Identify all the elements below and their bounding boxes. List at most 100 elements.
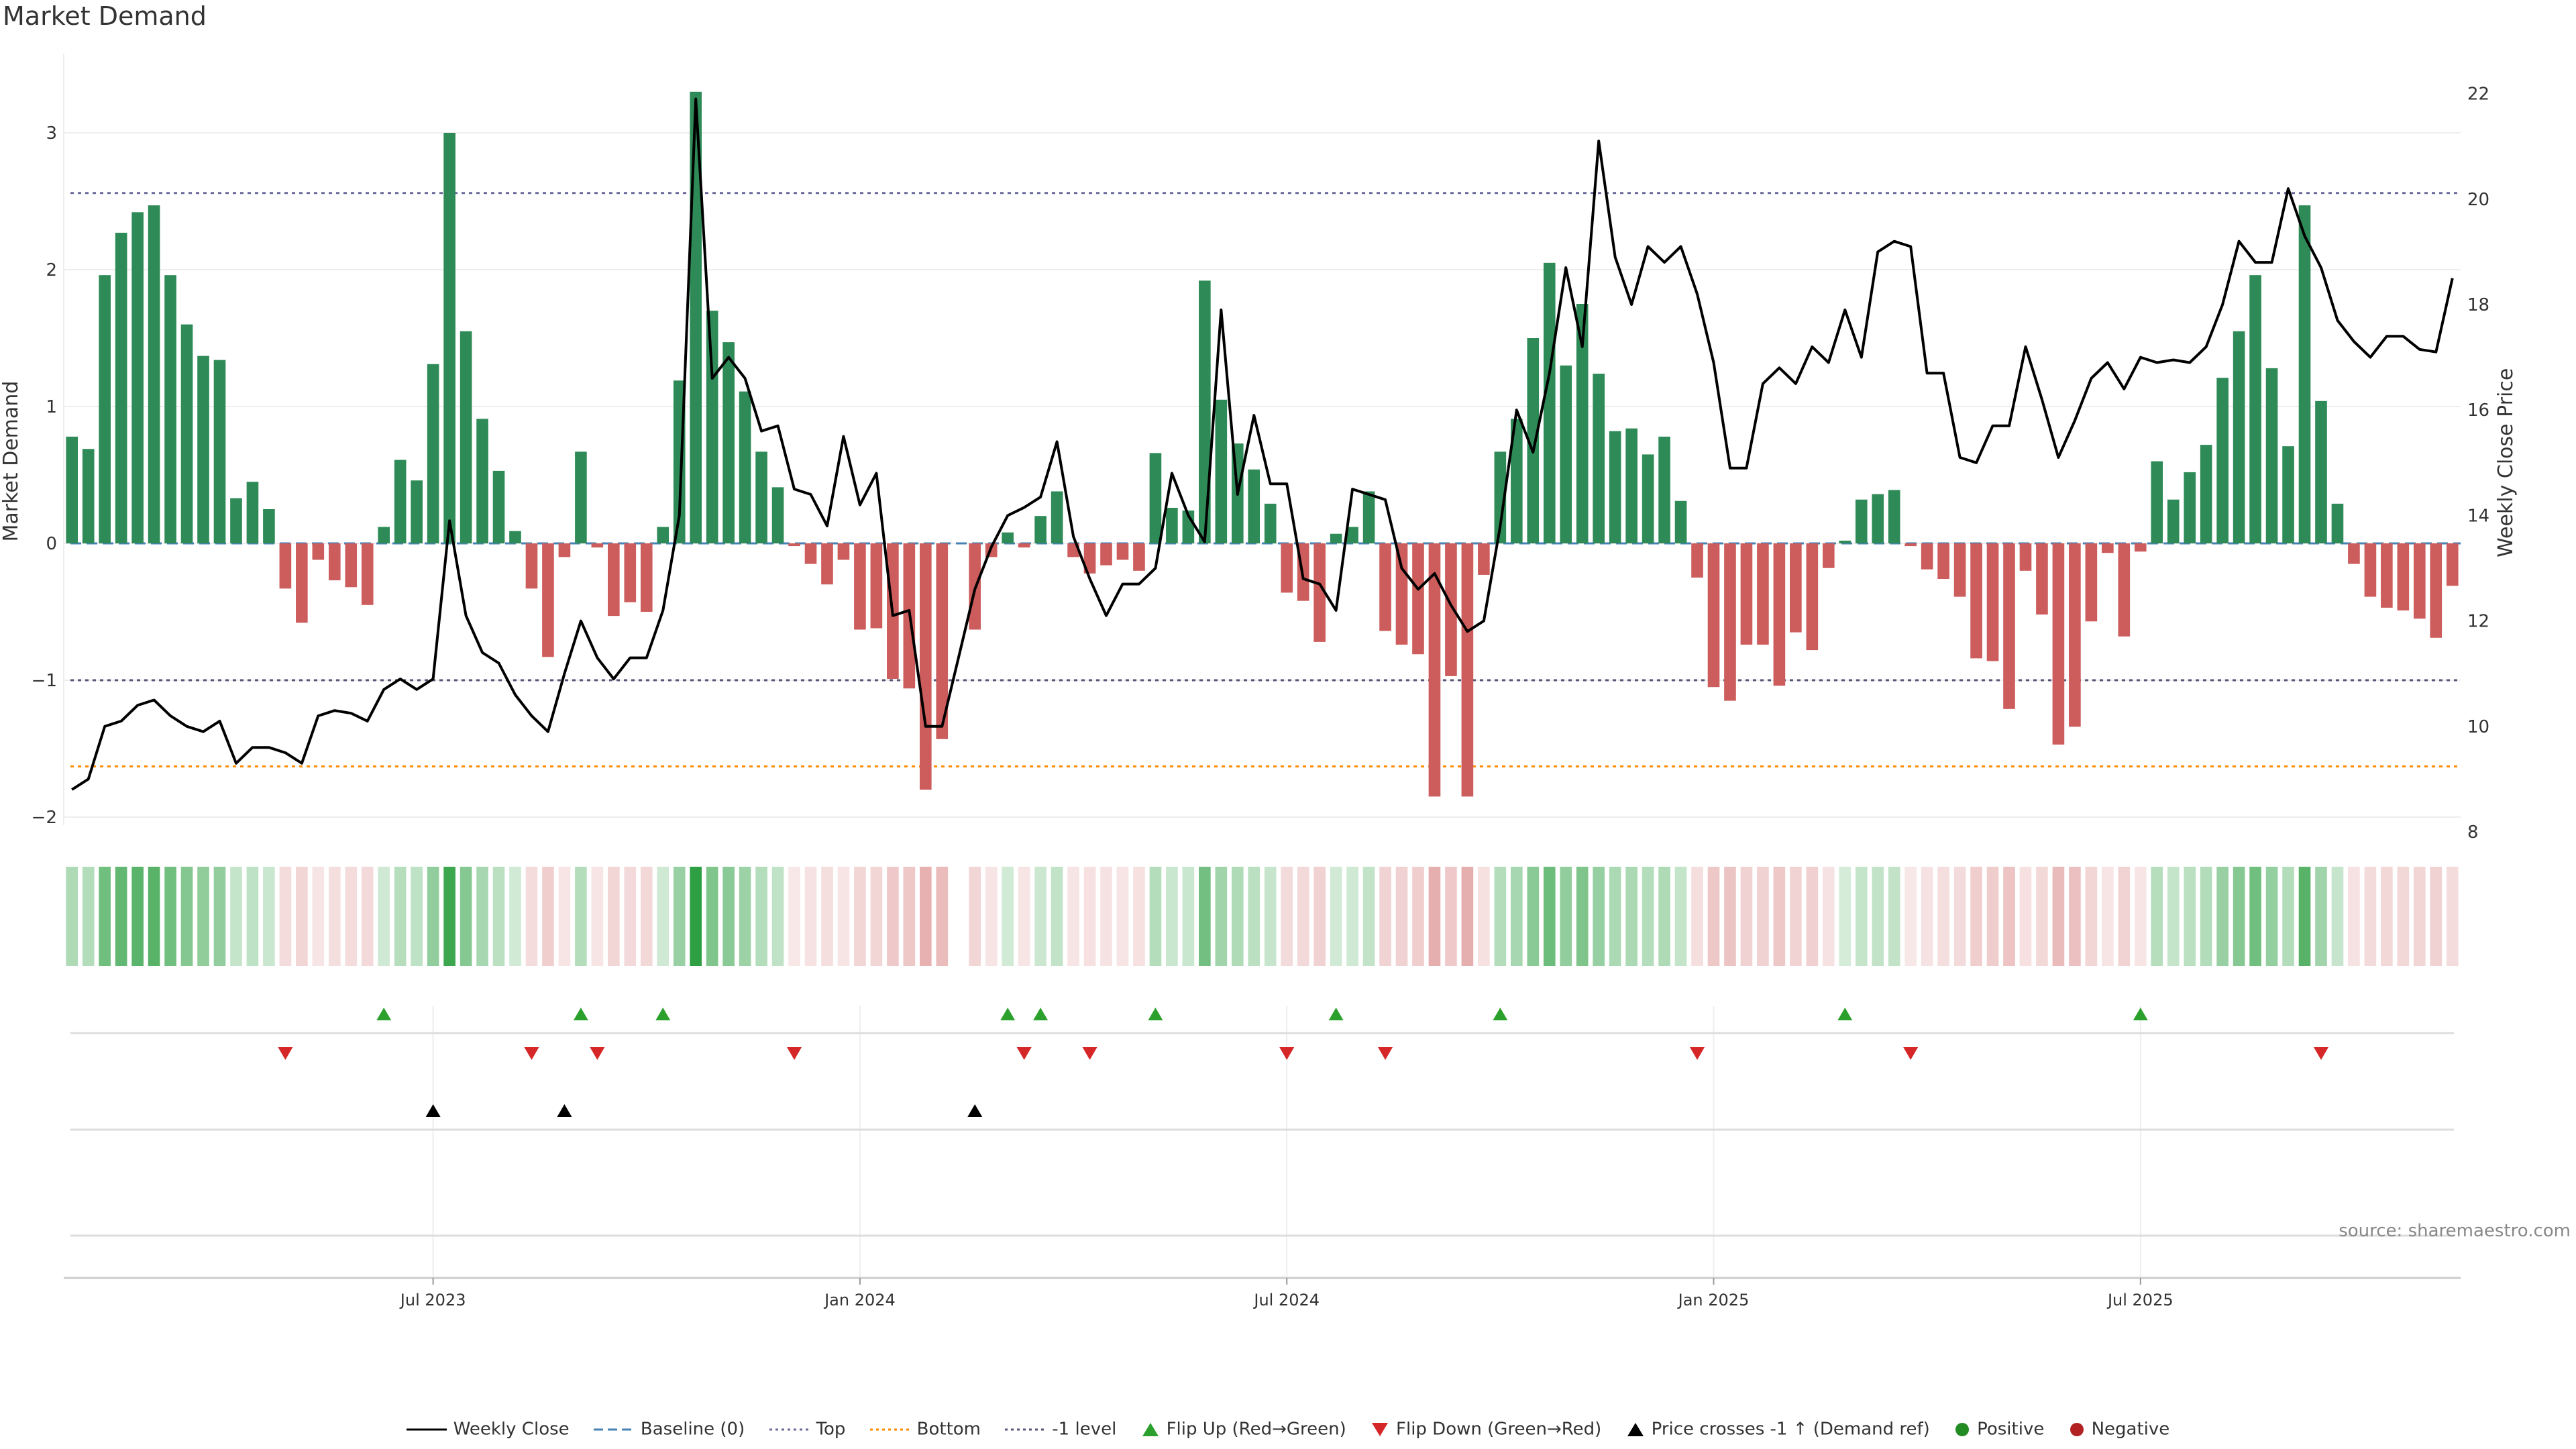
heat-cell [887, 867, 899, 966]
demand-bar-positive [1248, 469, 1260, 543]
heat-cell [1740, 867, 1753, 966]
heat-cell [476, 867, 488, 966]
heat-cell [164, 867, 176, 966]
demand-bar-negative [312, 543, 325, 560]
heat-cell [2364, 867, 2377, 966]
flip-up-marker [1148, 1008, 1163, 1020]
demand-bar-negative [1395, 543, 1408, 645]
heat-cell [525, 867, 538, 966]
legend-weekly-close: Weekly Close [406, 1419, 570, 1440]
heat-cell [131, 867, 144, 966]
heat-cell [460, 867, 472, 966]
demand-bar-positive [213, 360, 226, 543]
flip-down-marker [1279, 1047, 1295, 1060]
heat-cell [985, 867, 998, 966]
heat-cell [1691, 867, 1703, 966]
heat-cell [2069, 867, 2081, 966]
heat-cell [1248, 867, 1260, 966]
y-tick-label: 3 [46, 123, 57, 144]
demand-bar-positive [492, 470, 505, 543]
demand-bar-negative [1986, 543, 1999, 661]
chart-title: Market Demand [3, 1, 207, 31]
heat-cell [345, 867, 358, 966]
demand-bar-negative [1461, 543, 1474, 797]
heat-cell [1527, 867, 1540, 966]
heat-cell [213, 867, 226, 966]
heat-cell [755, 867, 767, 966]
y2-tick-label: 22 [2467, 85, 2489, 105]
flip-down-marker [1082, 1047, 1097, 1060]
demand-bar-negative [1937, 543, 1949, 580]
heat-cell [969, 867, 981, 966]
y-tick-label: 1 [46, 397, 57, 417]
demand-bar-negative [1953, 543, 1966, 597]
demand-bar-negative [542, 543, 554, 657]
demand-bar-positive [2184, 472, 2196, 543]
heat-cell [1445, 867, 1457, 966]
heat-cell [148, 867, 160, 966]
heat-cell [1724, 867, 1736, 966]
demand-bar-positive [1642, 454, 1654, 543]
heat-cell [1543, 867, 1556, 966]
heat-cell [657, 867, 669, 966]
demand-bar-negative [2446, 543, 2459, 586]
demand-bar-positive [1199, 280, 1211, 543]
heat-cell [1034, 867, 1046, 966]
y2-tick-label: 8 [2467, 822, 2479, 843]
demand-bar-negative [837, 543, 850, 560]
y2-tick-label: 16 [2467, 400, 2489, 421]
heat-cell [1822, 867, 1835, 966]
demand-bar-positive [394, 460, 407, 543]
heat-cell [624, 867, 637, 966]
heat-cell [1100, 867, 1112, 966]
demand-bar-positive [476, 419, 488, 543]
heat-cell [2348, 867, 2360, 966]
heat-cell [1215, 867, 1228, 966]
heat-cell [1346, 867, 1358, 966]
demand-bar-negative [2381, 543, 2393, 608]
heat-cell [1593, 867, 1605, 966]
y2-tick-label: 18 [2467, 295, 2489, 315]
demand-bar-positive [2265, 368, 2278, 543]
flip-up-marker [573, 1008, 588, 1020]
grid-layer [64, 132, 2461, 1278]
heat-cell [1658, 867, 1670, 966]
flip-down-marker [1378, 1047, 1393, 1060]
signal-panels [70, 1008, 2454, 1237]
x-tick-label: Jan 2024 [823, 1291, 896, 1309]
heat-cell [1609, 867, 1621, 966]
heat-cell [2167, 867, 2180, 966]
heat-cell [1953, 867, 1966, 966]
heat-cell [1511, 867, 1523, 966]
heat-cell [2446, 867, 2459, 966]
demand-bar-negative [788, 543, 800, 547]
heat-cell [1182, 867, 1195, 966]
heat-cell [1674, 867, 1687, 966]
demand-bar-negative [2003, 543, 2015, 709]
demand-bar-negative [1133, 543, 1145, 571]
demand-bar-positive [1264, 503, 1277, 543]
heat-cell [1839, 867, 1851, 966]
y-tick-label: −2 [32, 808, 57, 828]
demand-bar-positive [2216, 378, 2229, 543]
heat-cell [378, 867, 390, 966]
price-cross-marker [557, 1104, 572, 1117]
heat-cell [312, 867, 325, 966]
heat-cell [2381, 867, 2393, 966]
demand-bar-positive [1872, 494, 1884, 543]
heat-cell [1642, 867, 1654, 966]
heat-cell [1461, 867, 1474, 966]
demand-bar-negative [1822, 543, 1835, 568]
heat-cell [2102, 867, 2114, 966]
heat-cell [690, 867, 702, 966]
demand-bar-negative [640, 543, 653, 612]
heat-cell [1478, 867, 1490, 966]
y2-tick-label: 20 [2467, 190, 2489, 210]
heat-cell [1067, 867, 1079, 966]
heat-cell [1133, 867, 1145, 966]
heat-cell [99, 867, 111, 966]
demand-bar-negative [1790, 543, 1802, 633]
heat-cell [361, 867, 374, 966]
y2-tick-label: 14 [2467, 506, 2489, 526]
